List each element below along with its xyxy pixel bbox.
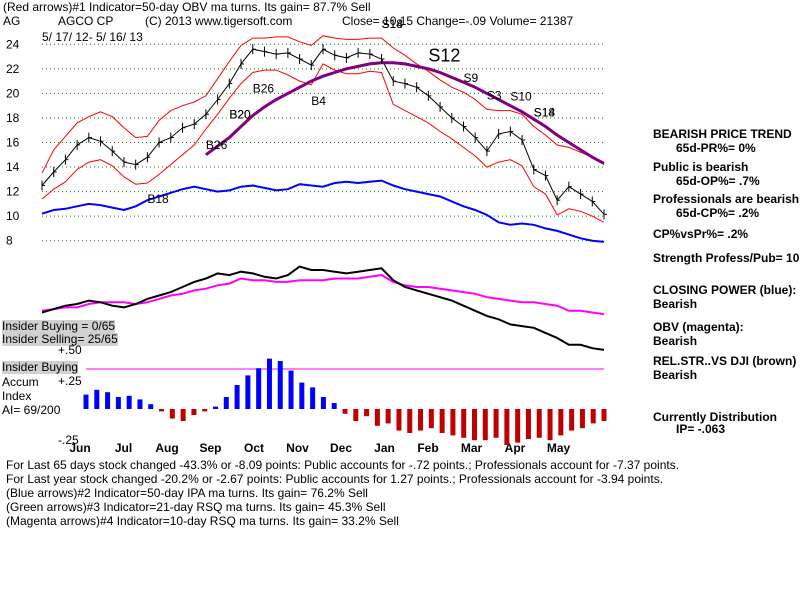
side-label-obv: OBV (magenta): bbox=[653, 320, 744, 334]
y-tick-label: 14 bbox=[6, 160, 20, 174]
month-label-mar: Mar bbox=[461, 441, 483, 455]
month-label-aug: Aug bbox=[155, 441, 178, 455]
side-label-strength: Strength Profess/Pub= 10 bbox=[653, 251, 800, 265]
series-closing-power-blue- bbox=[41, 179, 605, 243]
series-upper-band bbox=[41, 35, 605, 174]
side-value-obv: Bearish bbox=[653, 334, 698, 348]
signal-b20: B20 bbox=[229, 107, 251, 121]
side-value-closing-power: Bearish bbox=[653, 297, 698, 311]
accum-label: Accum bbox=[2, 375, 39, 389]
symbol-label: AG bbox=[3, 14, 21, 28]
side-label-professionals: Professionals are bearish bbox=[653, 192, 800, 206]
series-price-close- bbox=[41, 48, 605, 215]
month-label-feb: Feb bbox=[417, 441, 438, 455]
index-label: Index bbox=[2, 389, 32, 403]
signal-s9: S9 bbox=[464, 71, 479, 85]
month-label-jul: Jul bbox=[115, 441, 132, 455]
ai-value-label: AI= 69/200 bbox=[2, 403, 61, 417]
series-rel-str-vs-dji-brown- bbox=[41, 265, 605, 351]
insider-buying-ratio: Insider Buying = 0/65 bbox=[2, 319, 116, 333]
signal-s14: S14 bbox=[534, 106, 556, 120]
month-label-sep: Sep bbox=[199, 441, 221, 455]
month-label-apr: Apr bbox=[505, 441, 526, 455]
side-value-relstr: Bearish bbox=[653, 368, 698, 382]
signal-s18: S18 bbox=[382, 17, 404, 31]
footer-line-5: (Magenta arrows)#4 Indicator=10-day RSQ … bbox=[6, 514, 399, 528]
signal-b20: B20 bbox=[229, 107, 251, 121]
footer-line-4: (Green arrows)#3 Indicator=21-day RSQ ma… bbox=[6, 500, 386, 514]
signal-b26: B26 bbox=[253, 82, 275, 96]
ai-tick-plus-50: +.50 bbox=[58, 343, 82, 357]
month-label-may: May bbox=[547, 441, 571, 455]
footer-line-2: For Last year stock changed -20.2% or -2… bbox=[6, 472, 664, 486]
insider-buying-line-label: Insider Buying bbox=[2, 360, 79, 374]
series-moving-average bbox=[205, 61, 605, 165]
side-label-cpvspr: CP%vsPr%= .2% bbox=[653, 227, 749, 241]
month-label-nov: Nov bbox=[286, 441, 309, 455]
signal-s14: S14 bbox=[382, 17, 404, 31]
insider-selling-ratio: Insider Selling= 25/65 bbox=[2, 332, 118, 346]
ai-tick-plus-25: +.25 bbox=[58, 374, 82, 388]
month-label-jun: Jun bbox=[69, 441, 90, 455]
y-tick-label: 24 bbox=[6, 37, 20, 51]
side-value-trend: 65d-PR%= 0% bbox=[676, 141, 756, 155]
side-label-trend: BEARISH PRICE TREND bbox=[653, 127, 792, 141]
footer-line-1: For Last 65 days stock changed -43.3% or… bbox=[6, 458, 680, 472]
y-tick-label: 20 bbox=[6, 86, 20, 100]
y-tick-label: 10 bbox=[6, 209, 20, 223]
signal-s18: S18 bbox=[534, 106, 556, 120]
company-label: AGCO CP bbox=[58, 14, 114, 28]
y-tick-label: 22 bbox=[6, 62, 20, 76]
signal-b4: B4 bbox=[311, 94, 326, 108]
copyright-label: (C) 2013 www.tigersoft.com bbox=[145, 14, 293, 28]
side-value-public: 65d-OP%= .7% bbox=[676, 174, 760, 188]
series-lower-band bbox=[41, 63, 605, 223]
side-label-closing-power: CLOSING POWER (blue): bbox=[653, 283, 797, 297]
signal-s3: S3 bbox=[487, 88, 502, 102]
y-tick-label: 12 bbox=[6, 185, 20, 199]
y-tick-label: 8 bbox=[6, 234, 13, 248]
signal-b18: B18 bbox=[147, 192, 169, 206]
signal-s12: S12 bbox=[428, 45, 460, 65]
footer-line-3: (Blue arrows)#2 Indicator=50-day IPA ma … bbox=[6, 486, 368, 500]
indicator-1-line: (Red arrows)#1 Indicator=50-day OBV ma t… bbox=[3, 0, 371, 14]
side-value-distribution: IP= -.063 bbox=[676, 422, 726, 436]
quote-label: Close= 10.15 Change=-.09 Volume= 21387 bbox=[342, 14, 574, 28]
ai-tick-minus-25: -.25 bbox=[58, 433, 79, 447]
side-label-distribution: Currently Distribution bbox=[653, 410, 778, 424]
signal-b26: B26 bbox=[206, 138, 228, 152]
side-label-public: Public is bearish bbox=[653, 160, 749, 174]
signal-s10: S10 bbox=[510, 90, 532, 104]
date-range-label: 5/ 17/ 12- 5/ 16/ 13 bbox=[42, 30, 143, 44]
y-tick-label: 16 bbox=[6, 136, 20, 150]
month-label-jan: Jan bbox=[374, 441, 395, 455]
side-label-relstr: REL.STR..VS DJI (brown) bbox=[653, 354, 797, 368]
y-tick-label: 18 bbox=[6, 111, 20, 125]
month-label-dec: Dec bbox=[330, 441, 352, 455]
month-label-oct: Oct bbox=[244, 441, 264, 455]
series-obv-magenta- bbox=[41, 274, 605, 316]
side-value-professionals: 65d-CP%= .2% bbox=[676, 206, 760, 220]
